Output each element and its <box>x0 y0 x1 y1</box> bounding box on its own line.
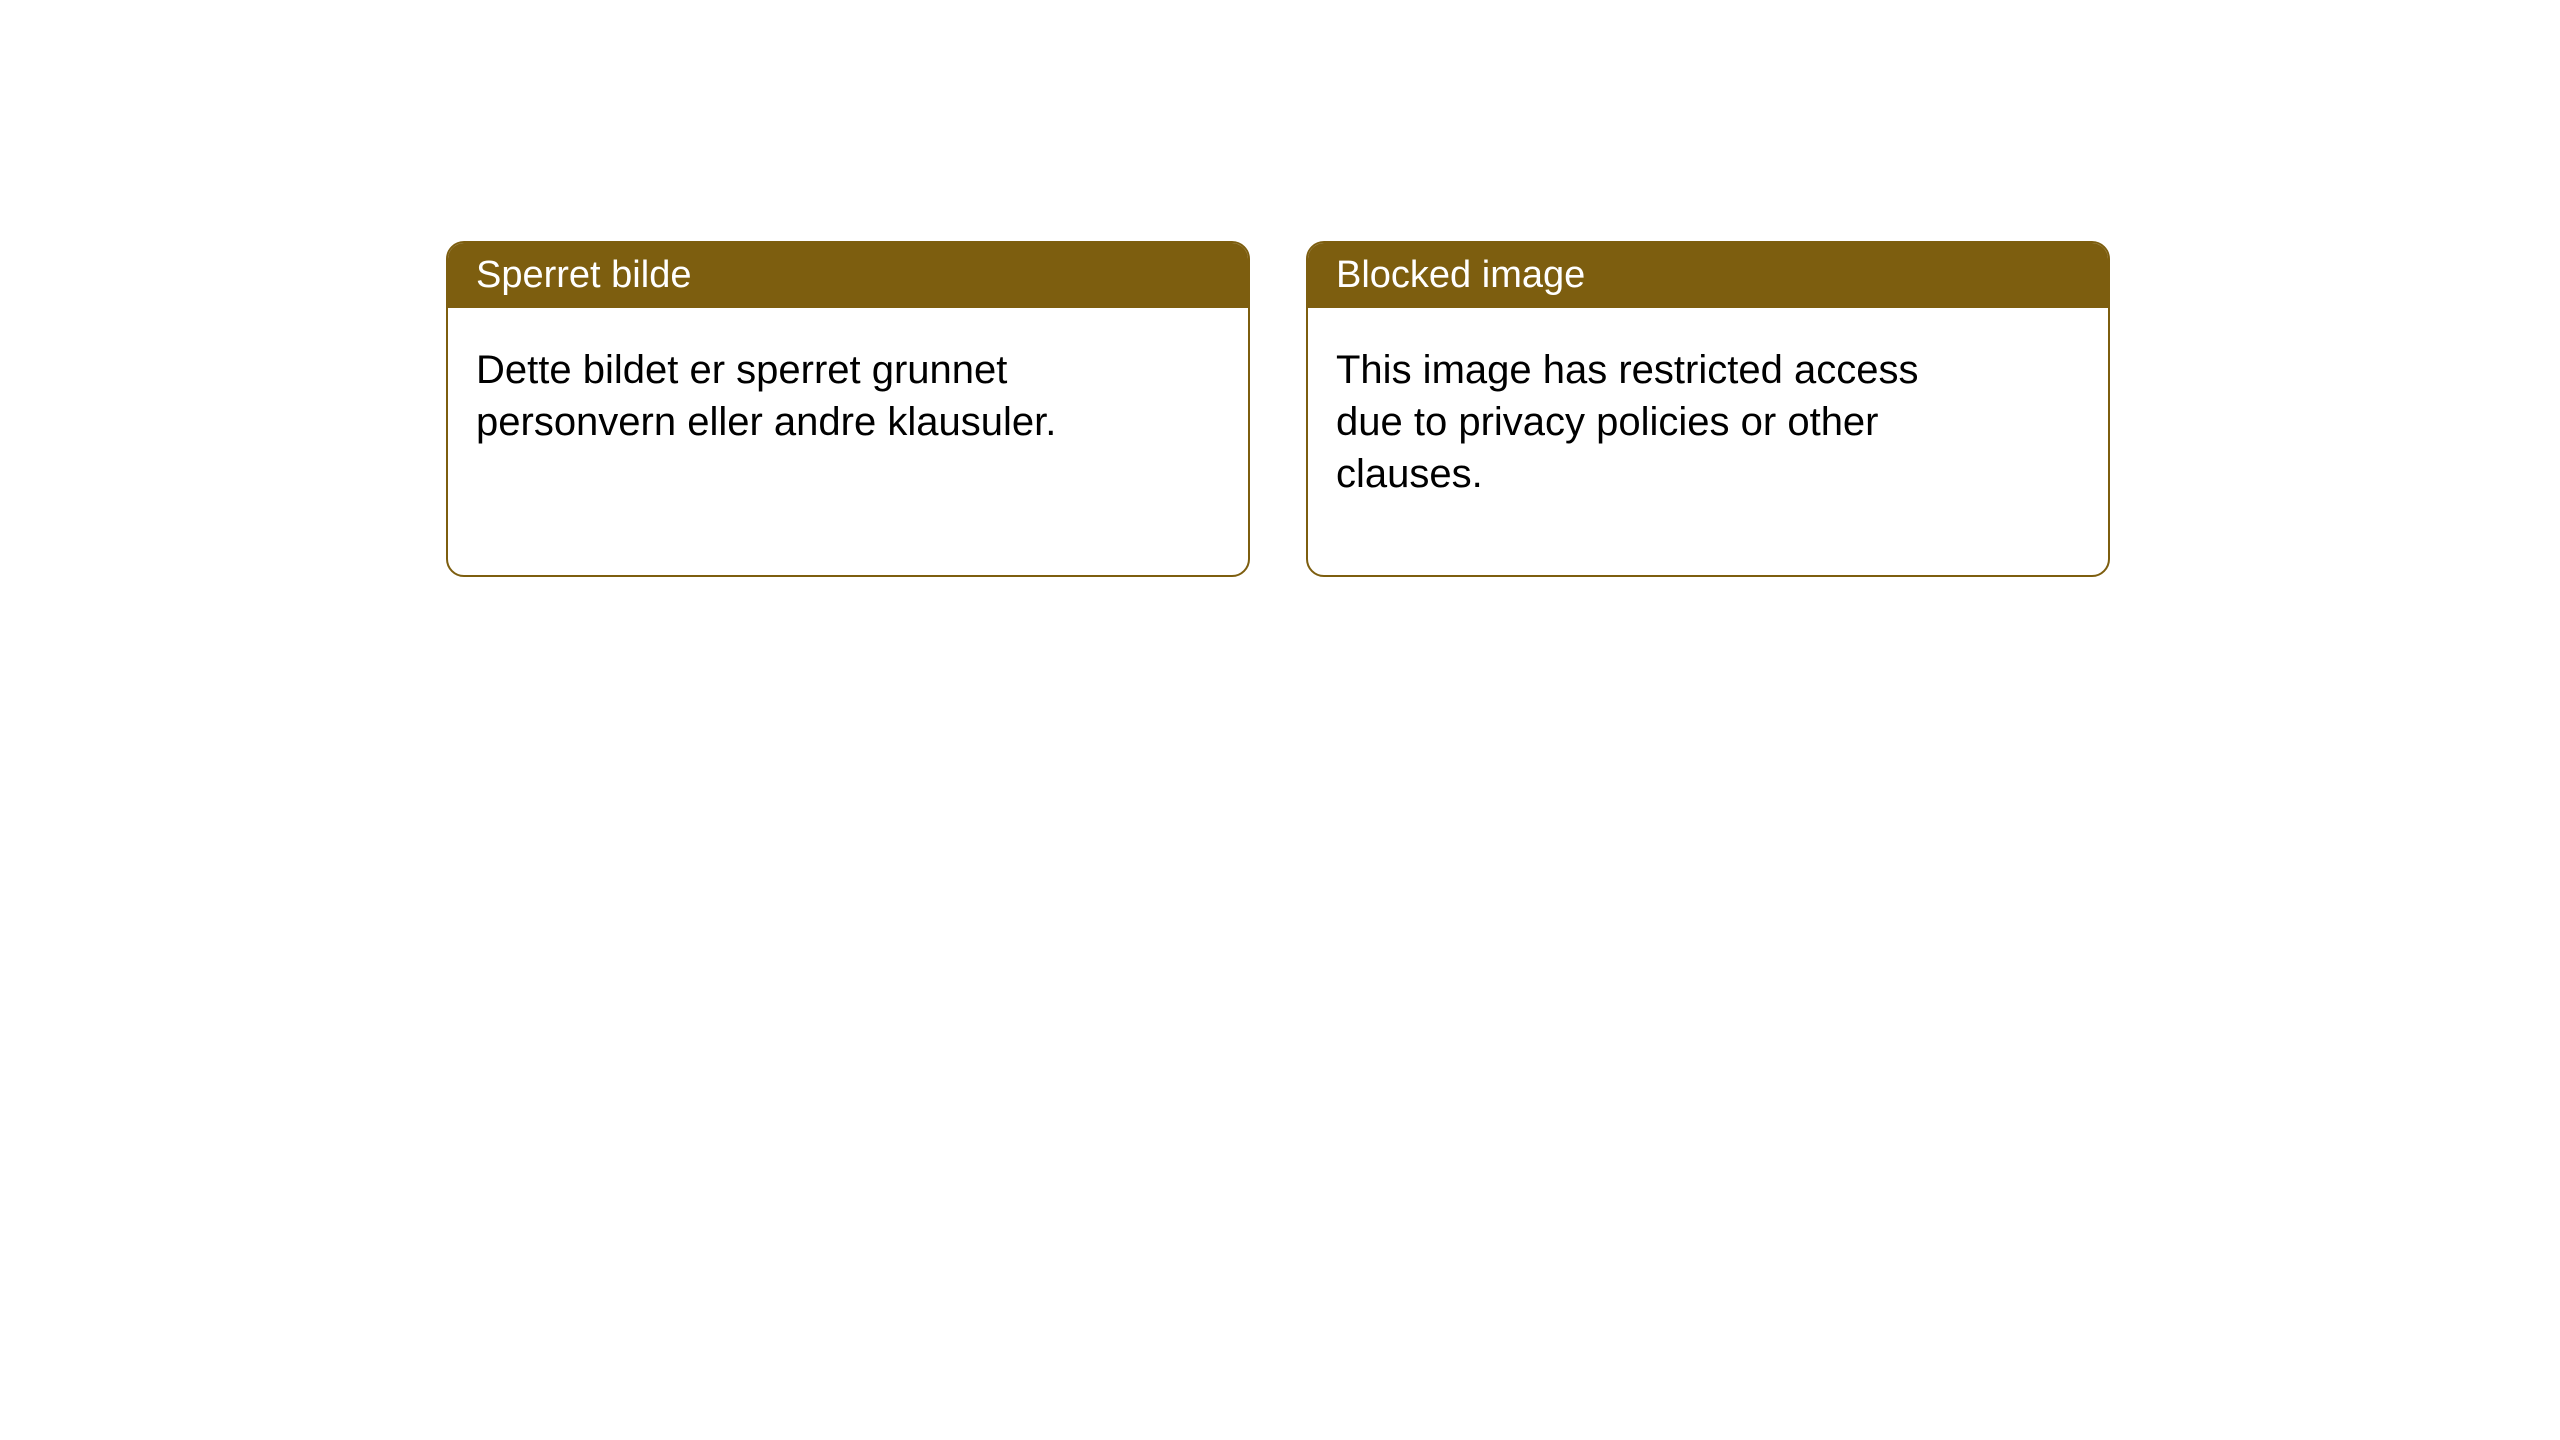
notice-header: Blocked image <box>1308 243 2108 308</box>
notice-container: Sperret bilde Dette bildet er sperret gr… <box>0 0 2560 577</box>
notice-title: Sperret bilde <box>476 254 691 296</box>
notice-header: Sperret bilde <box>448 243 1248 308</box>
notice-body-text: This image has restricted access due to … <box>1336 348 1918 496</box>
notice-body: Dette bildet er sperret grunnet personve… <box>448 308 1148 484</box>
notice-box-norwegian: Sperret bilde Dette bildet er sperret gr… <box>446 241 1250 577</box>
notice-box-english: Blocked image This image has restricted … <box>1306 241 2110 577</box>
notice-title: Blocked image <box>1336 254 1585 296</box>
notice-body-text: Dette bildet er sperret grunnet personve… <box>476 348 1056 444</box>
notice-body: This image has restricted access due to … <box>1308 308 2008 536</box>
